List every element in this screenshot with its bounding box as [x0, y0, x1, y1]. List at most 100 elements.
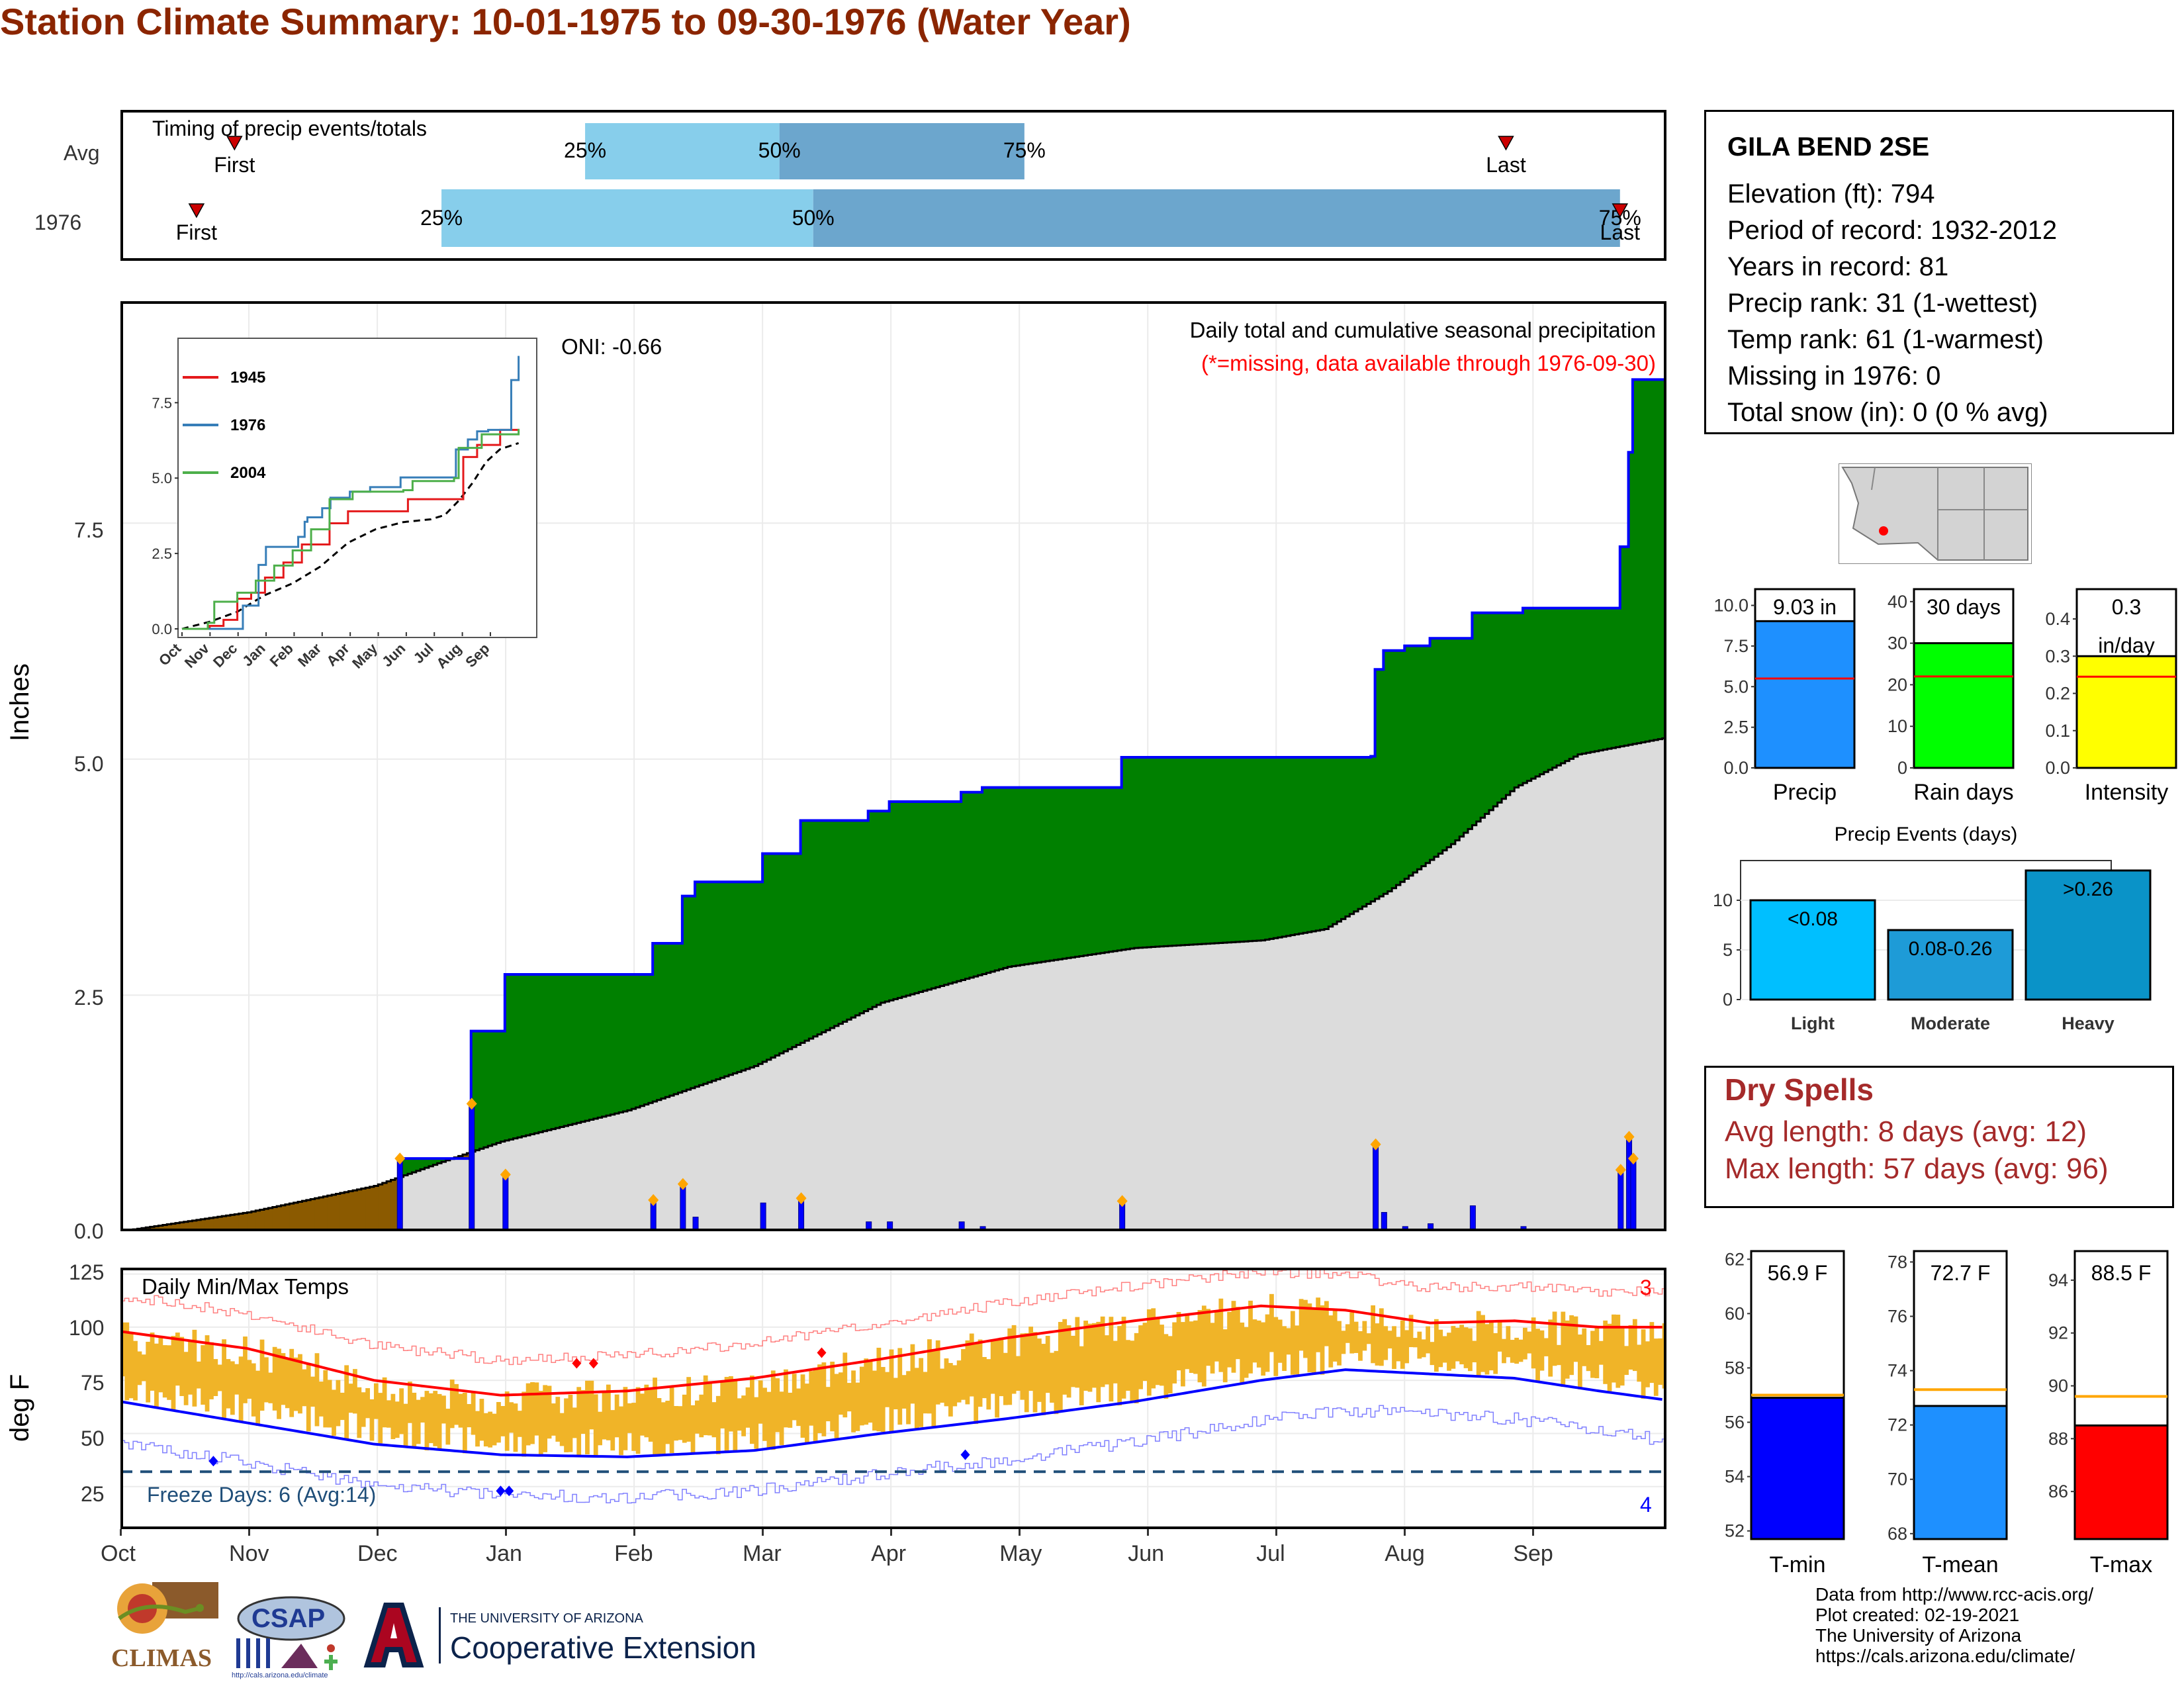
anomaly-segment — [1447, 638, 1452, 847]
inset-month-label: Feb — [267, 640, 296, 670]
anomaly-segment — [1316, 757, 1321, 931]
daily-temp-range — [1582, 1328, 1587, 1366]
anomaly-segment — [196, 1219, 201, 1231]
daily-temp-range — [213, 1359, 218, 1396]
daily-temp-range — [644, 1384, 649, 1438]
daily-temp-range — [500, 1406, 506, 1436]
main-y-label: Inches — [5, 663, 34, 741]
anomaly-segment — [619, 974, 624, 1113]
anomaly-segment — [201, 1219, 206, 1231]
daily-temp-range — [238, 1356, 244, 1422]
anomaly-segment — [238, 1213, 244, 1231]
record-high-marker — [588, 1358, 598, 1369]
anomaly-segment — [209, 1218, 214, 1231]
anomaly-segment — [1024, 787, 1029, 964]
anomaly-segment — [1032, 787, 1038, 963]
anomaly-segment — [1126, 757, 1131, 949]
inset-ytick-label: 0.0 — [152, 621, 172, 637]
daily-temp-range — [1295, 1325, 1300, 1375]
anomaly-segment — [365, 1188, 371, 1231]
daily-temp-range — [1518, 1339, 1524, 1362]
daily-temp-range — [825, 1387, 831, 1422]
anomaly-segment — [754, 882, 759, 1066]
daily-temp-range — [1637, 1344, 1642, 1382]
anomaly-segment — [167, 1224, 172, 1231]
station-missing: Missing in 1976: 0 — [1727, 361, 1941, 391]
daily-temp-range — [813, 1368, 818, 1442]
anomaly-segment — [230, 1215, 235, 1231]
temp-chart-frame — [120, 1268, 1666, 1529]
anomaly-segment — [259, 1209, 265, 1231]
daily-temp-range — [348, 1383, 353, 1413]
precip-ytick-label: 2.5 — [1723, 718, 1749, 737]
daily-temp-range — [1298, 1299, 1304, 1351]
daily-temp-range — [1658, 1338, 1663, 1385]
anomaly-segment — [762, 853, 768, 1062]
daily-temp-range — [416, 1399, 421, 1444]
month-tick-label: Feb — [614, 1541, 653, 1566]
inset-series-line — [182, 428, 520, 630]
temp-chart — [120, 1268, 1666, 1529]
anomaly-segment — [648, 974, 653, 1103]
inset-month-label: Mar — [295, 640, 325, 671]
daily-temp-range — [982, 1356, 987, 1399]
anomaly-segment — [1307, 757, 1312, 933]
anomaly-segment — [1087, 787, 1093, 955]
precip-note: Daily total and cumulative seasonal prec… — [1189, 318, 1656, 342]
daily-temp-range — [1062, 1319, 1068, 1395]
anomaly-segment — [1506, 612, 1511, 796]
anomaly-segment — [1645, 379, 1651, 742]
daily-temp-range — [1557, 1344, 1561, 1366]
daily-temp-range — [373, 1383, 379, 1419]
anomaly-segment — [1265, 757, 1270, 940]
daily-temp-range — [1615, 1314, 1621, 1388]
inset-month-label: Aug — [433, 640, 465, 672]
timing-row-label-year: 1976 — [34, 211, 82, 234]
anomaly-segment — [830, 820, 835, 1029]
station-period: Period of record: 1932-2012 — [1727, 216, 2058, 245]
anomaly-segment — [669, 943, 674, 1096]
daily-temp-range — [492, 1413, 497, 1446]
daily-temp-range — [986, 1359, 991, 1410]
anomaly-segment — [660, 943, 666, 1099]
daily-temp-range — [678, 1406, 683, 1440]
daily-temp-range — [1522, 1327, 1527, 1360]
timing-p25-label: 25% — [420, 206, 463, 230]
anomaly-segment — [1548, 608, 1553, 770]
daily-precip-marker — [1623, 1131, 1635, 1143]
anomaly-segment — [855, 820, 860, 1015]
daily-temp-range — [1531, 1317, 1536, 1369]
daily-temp-range — [754, 1397, 759, 1449]
events-bar-label: <0.08 — [1788, 908, 1838, 930]
anomaly-segment — [576, 974, 582, 1123]
daily-temp-range — [1201, 1305, 1206, 1387]
daily-temp-range — [1282, 1326, 1287, 1372]
daily-temp-range — [631, 1403, 637, 1451]
raindays-ytick-label: 20 — [1888, 675, 1907, 694]
anomaly-segment — [729, 882, 734, 1075]
anomaly-segment — [665, 943, 670, 1098]
tmin-ytick-label: 58 — [1725, 1358, 1745, 1378]
timing-bar-q3 — [779, 123, 1024, 179]
inset-ytick-label: 2.5 — [152, 545, 172, 562]
station-precip-rank: Precip rank: 31 (1-wettest) — [1727, 289, 2038, 318]
anomaly-segment — [183, 1221, 189, 1231]
daily-temp-range — [707, 1381, 712, 1436]
month-tick — [762, 1529, 764, 1536]
dry-spells-avg: Avg length: 8 days (avg: 12) — [1725, 1115, 2087, 1148]
anomaly-segment — [471, 1031, 476, 1152]
daily-temp-range — [408, 1382, 412, 1423]
anomaly-segment — [695, 882, 700, 1087]
daily-temp-range — [690, 1405, 696, 1454]
daily-temp-range — [1472, 1340, 1477, 1362]
daily-temp-range — [509, 1402, 514, 1433]
anomaly-segment — [657, 943, 662, 1100]
anomaly-segment — [1298, 757, 1304, 934]
daily-temp-range — [640, 1393, 645, 1436]
station-name: GILA BEND 2SE — [1727, 132, 1930, 162]
inset-legend-label: 1976 — [230, 416, 265, 434]
daily-temp-range — [445, 1409, 451, 1445]
tmean-value-label: 72.7 F — [1931, 1261, 1991, 1285]
daily-temp-range — [1261, 1322, 1266, 1376]
inset-month-label: Jul — [410, 640, 437, 667]
